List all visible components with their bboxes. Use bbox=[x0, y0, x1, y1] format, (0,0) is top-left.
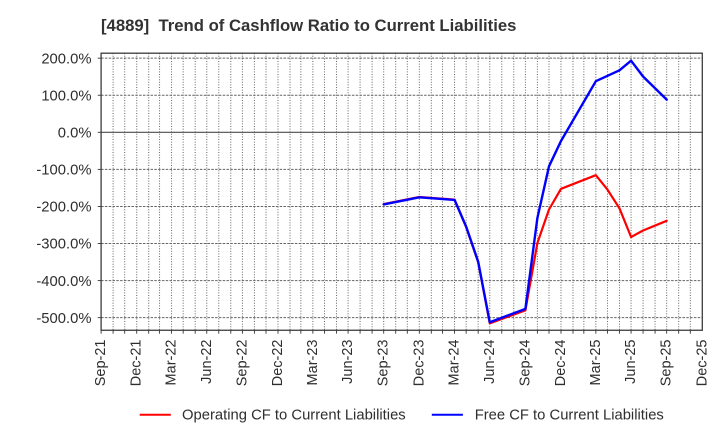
svg-text:Jun-23: Jun-23 bbox=[340, 340, 356, 384]
svg-text:Dec-25: Dec-25 bbox=[694, 340, 710, 387]
svg-text:Sep-23: Sep-23 bbox=[376, 340, 392, 387]
svg-text:-100.0%: -100.0% bbox=[36, 163, 91, 179]
svg-text:100.0%: 100.0% bbox=[41, 88, 91, 104]
svg-text:Mar-23: Mar-23 bbox=[305, 340, 321, 386]
svg-text:Dec-24: Dec-24 bbox=[553, 340, 569, 387]
svg-text:Sep-24: Sep-24 bbox=[517, 340, 533, 387]
svg-text:-500.0%: -500.0% bbox=[36, 311, 91, 327]
svg-text:Jun-25: Jun-25 bbox=[623, 340, 639, 384]
svg-text:[4889] Trend of Cashflow Rati: [4889] Trend of Cashflow Ratio to Curren… bbox=[101, 16, 516, 35]
svg-text:Mar-24: Mar-24 bbox=[447, 340, 463, 386]
svg-text:Free CF to Current Liabilities: Free CF to Current Liabilities bbox=[475, 408, 664, 424]
svg-text:Sep-21: Sep-21 bbox=[93, 340, 109, 387]
svg-text:-300.0%: -300.0% bbox=[36, 237, 91, 253]
svg-text:Jun-24: Jun-24 bbox=[482, 340, 498, 384]
svg-text:Mar-25: Mar-25 bbox=[588, 340, 604, 386]
svg-text:Dec-23: Dec-23 bbox=[411, 340, 427, 387]
svg-text:Dec-22: Dec-22 bbox=[270, 340, 286, 387]
svg-text:0.0%: 0.0% bbox=[58, 126, 92, 142]
svg-text:Sep-25: Sep-25 bbox=[659, 340, 675, 387]
svg-text:Mar-22: Mar-22 bbox=[164, 340, 180, 386]
svg-text:200.0%: 200.0% bbox=[41, 51, 91, 67]
svg-text:-200.0%: -200.0% bbox=[36, 200, 91, 216]
svg-text:-400.0%: -400.0% bbox=[36, 274, 91, 290]
svg-text:Sep-22: Sep-22 bbox=[234, 340, 250, 387]
svg-text:Jun-22: Jun-22 bbox=[199, 340, 215, 384]
svg-text:Operating CF to Current Liabil: Operating CF to Current Liabilities bbox=[182, 408, 406, 424]
svg-text:Dec-21: Dec-21 bbox=[129, 340, 145, 387]
